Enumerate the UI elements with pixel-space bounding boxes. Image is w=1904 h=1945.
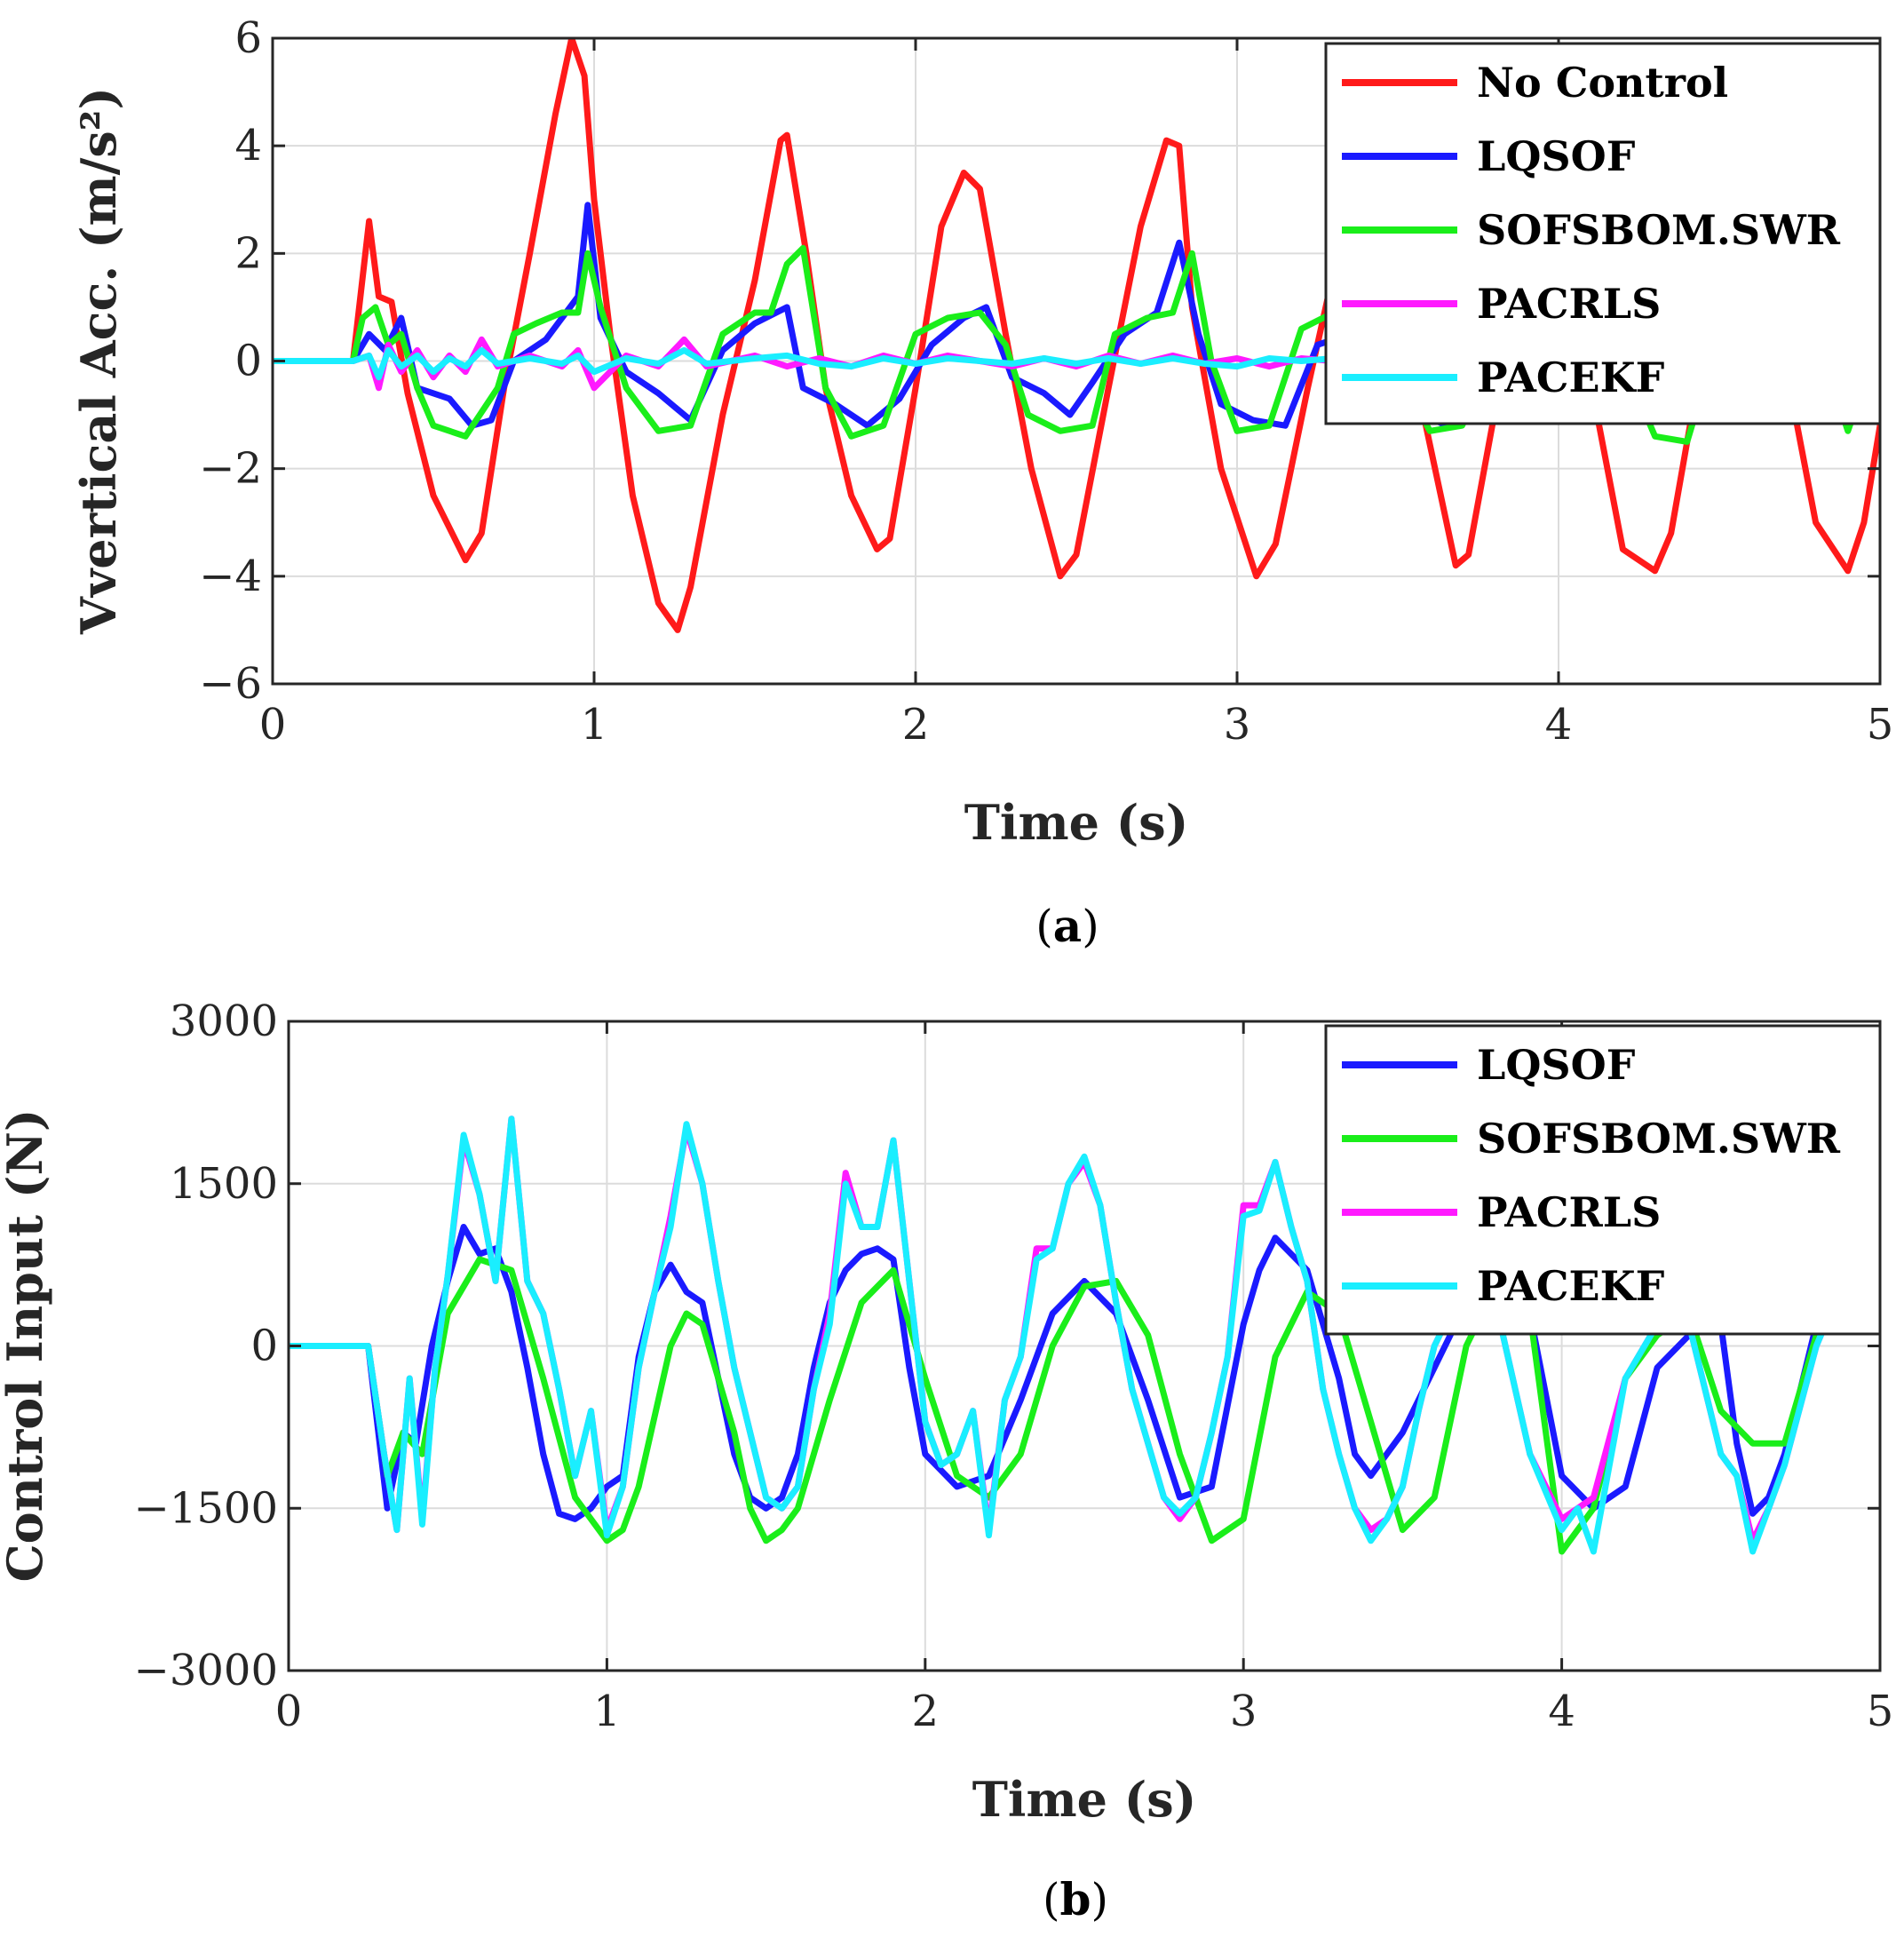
series-lines-b — [289, 1115, 1880, 1555]
chart-panel-b: 0 1 2 3 4 5 −3000 −1500 0 1500 3000 Time (s) Cont… — [0, 996, 1893, 1925]
legend-label: LQSOF — [1477, 1041, 1636, 1089]
y-tick-label: 0 — [234, 337, 262, 386]
x-ticks-a: 0 1 2 3 4 5 — [259, 38, 1894, 750]
legend-label: No Control — [1477, 59, 1728, 107]
grid-b — [289, 1021, 1880, 1671]
y-tick-label: 2 — [234, 228, 262, 278]
x-tick-label: 0 — [275, 1687, 303, 1736]
legend-label: PACEKF — [1477, 353, 1665, 401]
legend-label: SOFSBOM.SWR — [1477, 206, 1841, 254]
x-tick-label: 2 — [902, 700, 930, 750]
y-tick-label: −2 — [199, 444, 262, 494]
x-tick-label: 5 — [1867, 700, 1894, 750]
legend-b: LQSOF SOFSBOM.SWR PACRLS PACEKF — [1324, 1024, 1882, 1336]
y-tick-label: 4 — [234, 121, 262, 171]
legend-a: No Control LQSOF SOFSBOM.SWR PACRLS PACEKF — [1324, 42, 1882, 425]
chart-panel-a: 0 1 2 3 4 5 −6 −4 −2 0 2 4 6 Time (s) Vvertical Acc… — [70, 13, 1893, 952]
caption-a: (a) — [1035, 900, 1099, 952]
x-tick-label: 3 — [1230, 1687, 1257, 1736]
y-axis-label-a: Vvertical Acc. (m/s²) — [70, 87, 127, 635]
caption-letter-b: b — [1060, 1873, 1091, 1925]
x-tick-label: 4 — [1548, 1687, 1575, 1736]
x-axis-label-a: Time (s) — [964, 794, 1189, 851]
caption-letter-a: a — [1053, 900, 1082, 952]
x-tick-label: 1 — [581, 700, 608, 750]
series-line-pacekf — [289, 1115, 1880, 1555]
legend-label: SOFSBOM.SWR — [1477, 1115, 1841, 1163]
caption-b: (b) — [1043, 1873, 1108, 1925]
y-tick-label: −3000 — [134, 1646, 278, 1695]
series-line-no-control — [273, 38, 1880, 633]
x-axis-label-b: Time (s) — [972, 1771, 1197, 1828]
y-tick-label: −1500 — [134, 1483, 278, 1533]
y-tick-label: −6 — [199, 659, 262, 709]
x-tick-label: 1 — [593, 1687, 621, 1736]
x-ticks-b: 0 1 2 3 4 5 — [275, 1021, 1894, 1736]
legend-label: LQSOF — [1477, 132, 1636, 180]
legend-label: PACEKF — [1477, 1262, 1665, 1310]
y-axis-label-b: Control Input (N) — [0, 1109, 53, 1583]
x-tick-label: 3 — [1224, 700, 1251, 750]
y-tick-label: 0 — [250, 1322, 278, 1371]
x-tick-label: 4 — [1545, 700, 1573, 750]
y-ticks-a: −6 −4 −2 0 2 4 6 — [199, 13, 1880, 709]
legend-label: PACRLS — [1477, 1188, 1661, 1236]
y-tick-label: −4 — [199, 552, 262, 601]
y-tick-label: 1500 — [170, 1159, 278, 1209]
series-line-sofsbom-swr — [289, 1256, 1880, 1555]
legend-label: PACRLS — [1477, 280, 1661, 328]
series-line-lqsof — [289, 1224, 1880, 1522]
x-tick-label: 0 — [259, 700, 287, 750]
y-tick-label: 3000 — [170, 996, 278, 1046]
x-tick-label: 2 — [912, 1687, 940, 1736]
x-tick-label: 5 — [1867, 1687, 1894, 1736]
y-tick-label: 6 — [234, 13, 262, 63]
